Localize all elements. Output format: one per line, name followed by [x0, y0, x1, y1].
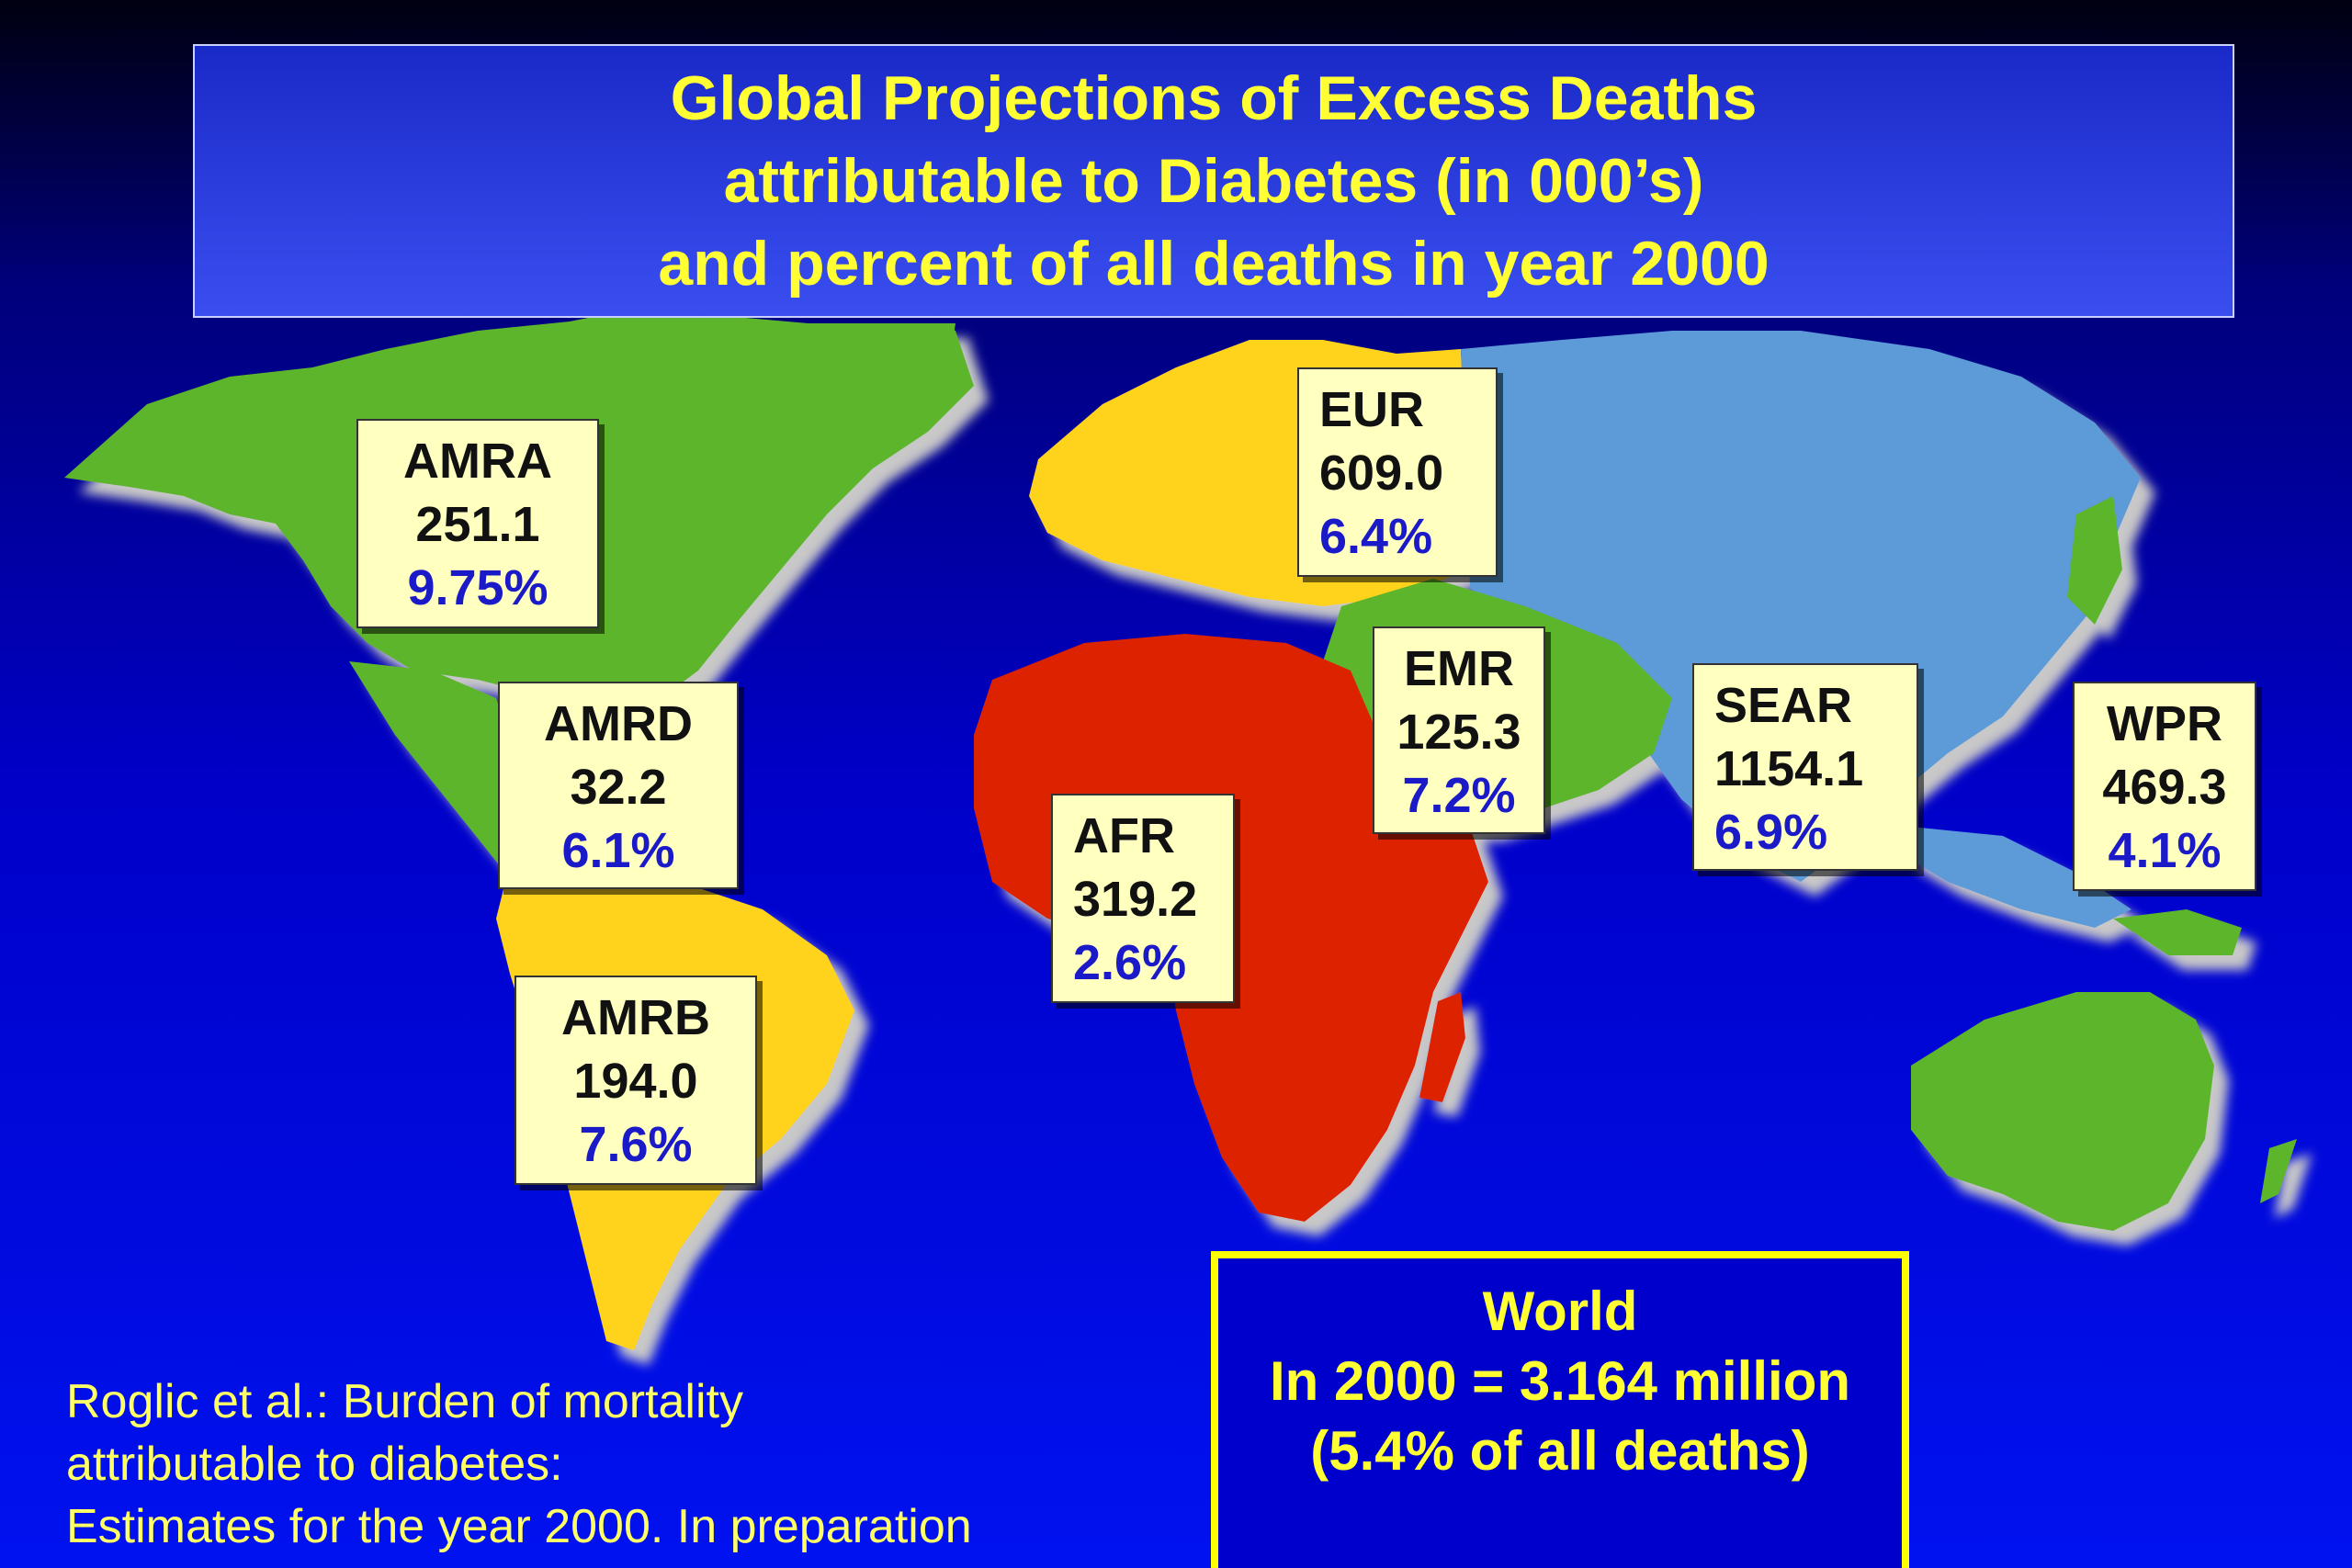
label-emr: EMR 125.3 7.2%	[1373, 626, 1545, 834]
citation: Roglic et al.: Burden of mortality attri…	[66, 1371, 972, 1558]
label-afr: AFR 319.2 2.6%	[1051, 794, 1235, 1003]
label-eur-percent: 6.4%	[1319, 509, 1433, 564]
label-wpr: WPR 469.3 4.1%	[2073, 682, 2256, 891]
label-wpr-percent: 4.1%	[2108, 823, 2222, 878]
citation-line-3: Estimates for the year 2000. In preparat…	[66, 1500, 972, 1553]
label-amrb-deaths: 194.0	[573, 1054, 698, 1109]
label-eur: EUR 609.0 6.4%	[1297, 367, 1498, 577]
label-eur-deaths: 609.0	[1319, 446, 1444, 501]
region-shape-islands	[1902, 827, 2132, 928]
region-shape-greenland	[790, 323, 956, 468]
label-amrb: AMRB 194.0 7.6%	[514, 976, 757, 1185]
region-shape-newguinea	[2113, 909, 2242, 955]
citation-line-1: Roglic et al.: Burden of mortality	[66, 1375, 743, 1428]
label-afr-code: AFR	[1073, 808, 1175, 863]
label-sear: SEAR 1154.1 6.9%	[1692, 663, 1918, 871]
label-emr-deaths: 125.3	[1396, 705, 1521, 760]
region-shape-newzealand	[2260, 1139, 2297, 1203]
label-afr-deaths: 319.2	[1073, 872, 1198, 927]
label-amra: AMRA 251.1 9.75%	[356, 419, 599, 628]
region-shape-madagascar	[1419, 992, 1465, 1102]
title-line-2: attributable to Diabetes (in 000’s)	[723, 146, 1704, 216]
region-shape-japan	[2067, 496, 2122, 625]
world-total: In 2000 = 3.164 million	[1270, 1350, 1850, 1412]
title-line-3: and percent of all deaths in year 2000	[658, 229, 1770, 299]
label-emr-code: EMR	[1404, 641, 1514, 696]
label-amra-deaths: 251.1	[415, 497, 540, 552]
label-wpr-deaths: 469.3	[2102, 760, 2227, 815]
region-shape-sear	[1461, 331, 2141, 882]
label-amrd: AMRD 32.2 6.1%	[498, 682, 739, 889]
title-box: Global Projections of Excess Deaths attr…	[193, 44, 2234, 318]
label-afr-percent: 2.6%	[1073, 935, 1187, 990]
world-percent: (5.4% of all deaths)	[1310, 1420, 1810, 1482]
label-amra-code: AMRA	[403, 434, 552, 489]
world-total-box: World In 2000 = 3.164 million (5.4% of a…	[1211, 1251, 1909, 1568]
label-wpr-code: WPR	[2107, 696, 2222, 751]
label-amrd-percent: 6.1%	[561, 823, 675, 878]
label-amrb-percent: 7.6%	[579, 1117, 693, 1172]
label-amrd-code: AMRD	[544, 696, 693, 751]
citation-line-2: attributable to diabetes:	[66, 1438, 563, 1491]
label-amrd-deaths: 32.2	[570, 760, 667, 815]
region-shape-australia	[1911, 992, 2214, 1231]
label-sear-deaths: 1154.1	[1714, 741, 1864, 796]
label-amra-percent: 9.75%	[407, 560, 548, 615]
label-eur-code: EUR	[1319, 382, 1425, 437]
label-sear-percent: 6.9%	[1714, 805, 1828, 860]
label-emr-percent: 7.2%	[1402, 768, 1516, 823]
label-amrb-code: AMRB	[561, 990, 710, 1045]
title-line-1: Global Projections of Excess Deaths	[670, 63, 1758, 133]
label-sear-code: SEAR	[1714, 678, 1853, 733]
world-title: World	[1482, 1280, 1638, 1342]
